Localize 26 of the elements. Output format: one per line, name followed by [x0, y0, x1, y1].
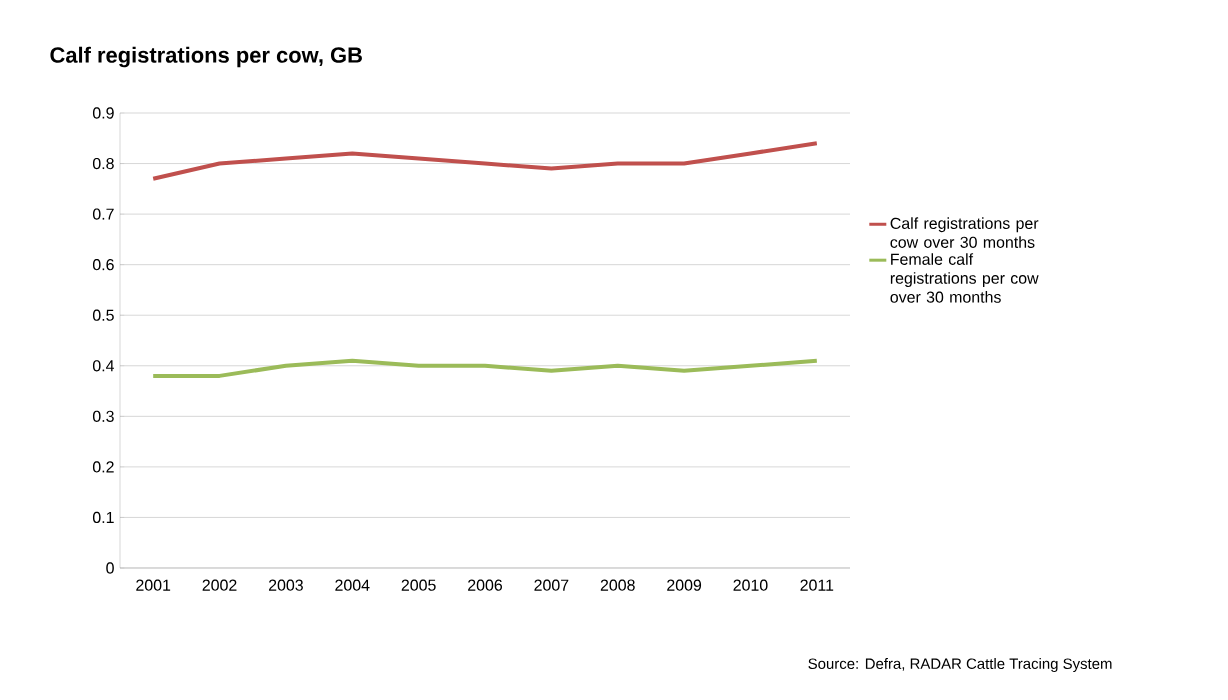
chart-title: Calf registrations per cow, GB: [50, 46, 362, 68]
x-tick-label: 2009: [667, 579, 702, 591]
y-tick-label: 0.6: [92, 259, 114, 271]
x-tick-label: 2011: [800, 579, 834, 591]
y-tick-label: 0.9: [92, 107, 114, 119]
y-tick-label: 0: [106, 562, 114, 574]
y-tick-label: 0.4: [92, 360, 115, 372]
x-tick-label: 2001: [136, 579, 171, 591]
y-tick-label: 0.3: [92, 410, 114, 422]
x-tick-label: 2004: [335, 579, 370, 591]
x-tick-label: 2005: [401, 579, 436, 591]
x-tick-label: 2003: [268, 579, 303, 591]
y-tick-label: 0.8: [92, 157, 114, 170]
y-tick-label: 0.5: [92, 309, 114, 321]
legend-label: Calf registrations per cow over 30 months: [890, 217, 1039, 248]
x-tick-label: 2002: [202, 579, 237, 591]
y-tick-label: 0.7: [92, 208, 114, 220]
legend-label: Female calf registrations per cow over 30 months: [890, 253, 1039, 303]
y-tick-label: 0.1: [92, 511, 114, 524]
y-tick-label: 0.2: [92, 461, 114, 473]
x-tick-label: 2006: [468, 579, 503, 591]
source-note: Source: Defra, RADAR Cattle Tracing System: [808, 658, 1112, 672]
x-tick-label: 2007: [534, 579, 569, 591]
line-series: [151, 358, 819, 378]
x-tick-label: 2008: [600, 579, 635, 591]
x-tick-label: 2010: [733, 579, 768, 591]
